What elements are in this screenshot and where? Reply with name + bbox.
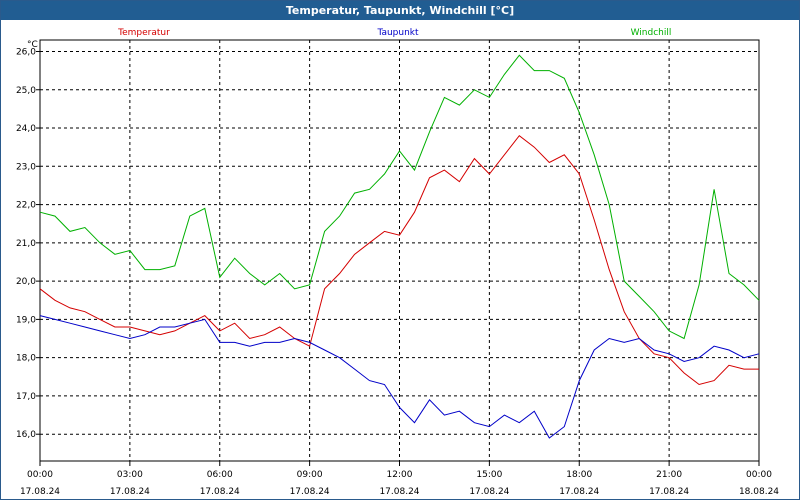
x-tick-label-date: 17.08.24	[20, 487, 60, 497]
chart-series	[39, 54, 760, 439]
chart-title: Temperatur, Taupunkt, Windchill [°C]	[1, 1, 799, 20]
x-tick-label-date: 17.08.24	[649, 487, 689, 497]
x-tick-label-date: 17.08.24	[469, 487, 509, 497]
x-tick-label-date: 17.08.24	[200, 487, 240, 497]
chart-axes: 16,0 17,0 18,0 19,0 20,0 21,0 22,0 23,0 24,0 25,0…	[16, 28, 779, 497]
chart-grid	[39, 39, 760, 462]
x-tick-label-date: 17.08.24	[379, 487, 419, 497]
y-tick-label: 25,0	[16, 86, 36, 96]
legend-label-temperatur: Temperatur	[117, 28, 170, 38]
x-tick-label-time: 12:00	[387, 470, 413, 480]
x-tick-label-time: 15:00	[476, 470, 502, 480]
y-tick-label: 22,0	[16, 201, 36, 211]
x-tick-label-time: 00:00	[746, 470, 772, 480]
chart-svg: 16,0 17,0 18,0 19,0 20,0 21,0 22,0 23,0 24,0 25,0…	[16, 28, 779, 497]
legend-label-taupunkt: Taupunkt	[376, 28, 419, 38]
series-line-taupunkt	[39, 315, 760, 439]
x-tick-label-date: 17.08.24	[559, 487, 599, 497]
x-tick-label-time: 18:00	[566, 470, 592, 480]
y-tick-label: 17,0	[16, 392, 36, 402]
series-line-windchill	[39, 54, 760, 340]
y-tick-label: 21,0	[16, 239, 36, 249]
x-tick-label-time: 09:00	[297, 470, 323, 480]
x-tick-label-time: 21:00	[656, 470, 682, 480]
y-tick-label: 26,0	[16, 47, 36, 57]
y-tick-label: 16,0	[16, 430, 36, 440]
y-tick-label: 23,0	[16, 162, 36, 172]
y-tick-label: 24,0	[16, 124, 36, 134]
y-axis-label: °C	[27, 40, 38, 50]
x-tick-label-date: 17.08.24	[290, 487, 330, 497]
x-tick-label-time: 03:00	[117, 470, 143, 480]
x-tick-label-time: 06:00	[207, 470, 233, 480]
y-tick-label: 18,0	[16, 354, 36, 364]
x-tick-label-date: 18.08.24	[739, 487, 779, 497]
x-tick-label-time: 00:00	[27, 470, 53, 480]
legend-label-windchill: Windchill	[631, 28, 672, 38]
x-tick-label-date: 17.08.24	[110, 487, 150, 497]
y-tick-label: 19,0	[16, 315, 36, 325]
y-tick-label: 20,0	[16, 277, 36, 287]
